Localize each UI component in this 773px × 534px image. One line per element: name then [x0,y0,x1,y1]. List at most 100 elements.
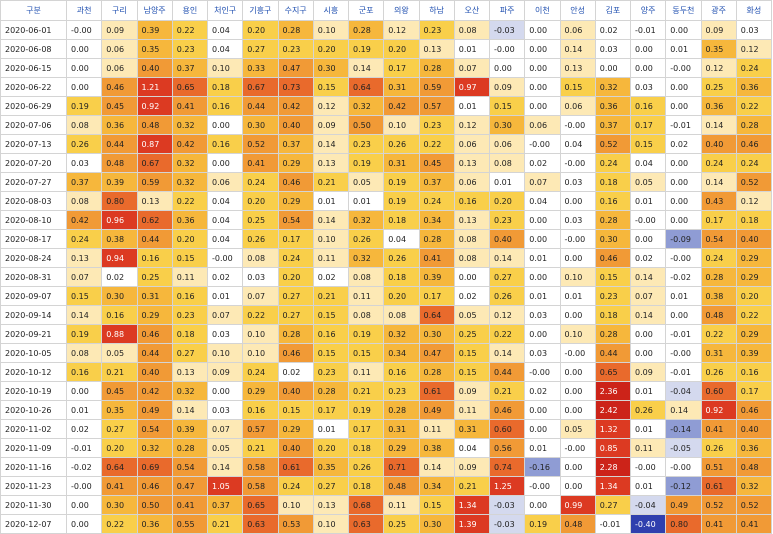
heatmap-cell: 0.01 [665,39,702,59]
heatmap-cell: 0.39 [101,172,138,192]
heatmap-cell: 0.22 [735,305,773,325]
heatmap-cell: 0.00 [65,381,103,401]
heatmap-cell: 0.18 [383,267,420,287]
heatmap-cell: 0.28 [418,362,455,382]
heatmap-cell: 0.27 [594,495,632,515]
heatmap-cell: 0.16 [65,362,103,382]
heatmap-cell: 0.24 [735,153,773,173]
heatmap-cell: 0.16 [383,362,420,382]
heatmap-cell: 1.25 [488,476,526,496]
heatmap-cell: 0.17 [735,381,773,401]
heatmap-cell: 0.01 [453,39,491,59]
heatmap-cell: 0.00 [629,58,667,78]
heatmap-cell: -0.01 [665,324,702,344]
heatmap-cell: 0.11 [347,362,385,382]
heatmap-cell: 0.17 [629,115,667,135]
column-header: 안성 [559,0,596,21]
heatmap-cell: 0.00 [206,115,244,135]
heatmap-cell: 0.02 [594,20,632,40]
heatmap-cell: 0.64 [101,457,138,477]
heatmap-cell: 0.35 [700,39,737,59]
heatmap-cell: 1.21 [136,77,173,97]
heatmap-cell: 0.03 [206,400,244,420]
heatmap-cell: 0.04 [206,20,244,40]
heatmap-cell: -0.04 [665,381,702,401]
heatmap-cell: -0.00 [665,343,702,363]
heatmap-cell: 0.41 [735,514,773,534]
heatmap-cell: 0.29 [277,191,314,211]
heatmap-cell: 0.00 [524,77,561,97]
heatmap-cell: 0.74 [488,457,526,477]
heatmap-cell: 0.87 [136,134,173,154]
heatmap-cell: 0.00 [206,153,244,173]
heatmap-cell: 0.06 [559,96,596,116]
heatmap-cell: 0.46 [594,248,632,268]
row-label-date: 2020-06-08 [0,39,67,59]
heatmap-cell: -0.03 [488,20,526,40]
heatmap-cell: 0.16 [206,134,244,154]
row-label-date: 2020-09-21 [0,324,67,344]
heatmap-cell: 0.29 [735,324,773,344]
heatmap-cell: 0.01 [629,476,667,496]
heatmap-cell: 0.18 [594,305,632,325]
heatmap-cell: 0.22 [488,324,526,344]
heatmap-cell: 0.32 [136,438,173,458]
heatmap-cell: 0.01 [488,172,526,192]
heatmap-cell: 0.18 [206,77,244,97]
heatmap-cell: 0.36 [101,115,138,135]
header-row: 구분 과천 구리 남양주 용인 처인구 기흥구 수지구 시흥 군포 의왕 하남 오산 파주 이천 안성 김포 양… [0,0,773,21]
heatmap-cell: 0.45 [418,153,455,173]
heatmap-cell: 0.30 [418,324,455,344]
table-row: 2020-11-23 -0.00 0.41 0.46 0.47 1.05 0.58 0.24 0… [0,476,773,496]
heatmap-cell: 0.04 [206,210,244,230]
heatmap-cell: 0.12 [735,191,773,211]
heatmap-cell: 0.18 [383,210,420,230]
heatmap-cell: 0.03 [559,172,596,192]
heatmap-cell: 0.11 [629,438,667,458]
table-row: 2020-11-16 -0.02 0.64 0.69 0.54 0.14 0.58 0.61 0… [0,457,773,477]
heatmap-cell: 0.48 [136,115,173,135]
row-label-date: 2020-10-12 [0,362,67,382]
heatmap-cell: -0.00 [524,134,561,154]
heatmap-cell: 0.49 [665,495,702,515]
row-label-date: 2020-10-05 [0,343,67,363]
heatmap-cell: 0.00 [629,324,667,344]
heatmap-cell: 0.39 [735,343,773,363]
heatmap-cell: 0.40 [735,229,773,249]
heatmap-cell: 0.52 [242,134,279,154]
heatmap-cell: 0.08 [453,248,491,268]
heatmap-cell: 0.00 [524,229,561,249]
heatmap-cell: 0.42 [171,134,209,154]
heatmap-cell: 0.00 [524,39,561,59]
heatmap-cell: 0.33 [242,58,279,78]
heatmap-cell: 0.42 [383,96,420,116]
heatmap-cell: 0.01 [312,191,350,211]
heatmap-cell: 0.37 [65,172,103,192]
heatmap-cell: 0.15 [629,134,667,154]
heatmap-cell: 0.01 [524,248,561,268]
heatmap-cell: 0.00 [559,248,596,268]
heatmap-cell: 0.97 [453,77,491,97]
row-label-date: 2020-09-14 [0,305,67,325]
column-header: 과천 [65,0,103,21]
heatmap-cell: -0.14 [665,419,702,439]
heatmap-cell: 0.13 [418,39,455,59]
heatmap-cell: 0.20 [488,191,526,211]
table-row: 2020-09-21 0.19 0.88 0.46 0.18 0.03 0.10 0.28 0.… [0,324,773,344]
heatmap-cell: 0.26 [383,134,420,154]
heatmap-cell: 0.28 [418,58,455,78]
heatmap-cell: 0.00 [559,381,596,401]
heatmap-cell: 0.07 [65,267,103,287]
heatmap-cell: 0.00 [524,400,561,420]
heatmap-cell: 1.32 [594,419,632,439]
heatmap-cell: 0.15 [347,343,385,363]
table-row: 2020-06-29 0.19 0.45 0.92 0.41 0.16 0.44 0.42 0.… [0,96,773,116]
row-label-date: 2020-11-23 [0,476,67,496]
heatmap-cell: 0.08 [65,191,103,211]
heatmap-cell: 0.15 [453,343,491,363]
heatmap-cell: 0.13 [453,210,491,230]
heatmap-cell: 0.46 [488,400,526,420]
heatmap-cell: 0.51 [700,457,737,477]
heatmap-cell: 0.00 [665,210,702,230]
heatmap-cell: 0.19 [524,514,561,534]
